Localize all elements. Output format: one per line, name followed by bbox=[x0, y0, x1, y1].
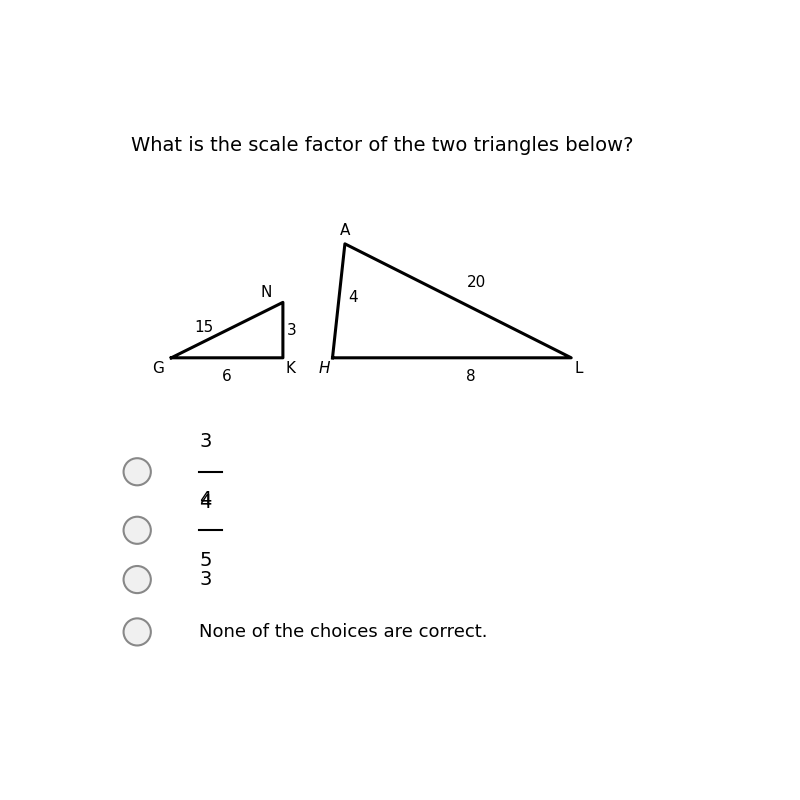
Text: K: K bbox=[285, 362, 295, 377]
Text: 3: 3 bbox=[199, 570, 211, 589]
Text: 20: 20 bbox=[467, 274, 486, 290]
Text: G: G bbox=[152, 362, 164, 377]
Text: 3: 3 bbox=[199, 432, 211, 451]
Text: A: A bbox=[340, 223, 350, 238]
Circle shape bbox=[123, 618, 151, 646]
Circle shape bbox=[123, 458, 151, 486]
Circle shape bbox=[123, 566, 151, 593]
Text: L: L bbox=[575, 362, 583, 377]
Text: None of the choices are correct.: None of the choices are correct. bbox=[199, 623, 488, 641]
Text: 5: 5 bbox=[199, 551, 212, 570]
Text: 15: 15 bbox=[194, 319, 214, 334]
Text: 4: 4 bbox=[199, 490, 211, 510]
Circle shape bbox=[123, 517, 151, 544]
Text: H: H bbox=[318, 362, 330, 377]
Text: 6: 6 bbox=[222, 369, 232, 384]
Text: What is the scale factor of the two triangles below?: What is the scale factor of the two tria… bbox=[131, 136, 634, 155]
Text: 3: 3 bbox=[286, 322, 296, 338]
Text: N: N bbox=[260, 285, 272, 300]
Text: 4: 4 bbox=[349, 290, 358, 306]
Text: 8: 8 bbox=[466, 369, 475, 384]
Text: 4: 4 bbox=[199, 493, 211, 512]
